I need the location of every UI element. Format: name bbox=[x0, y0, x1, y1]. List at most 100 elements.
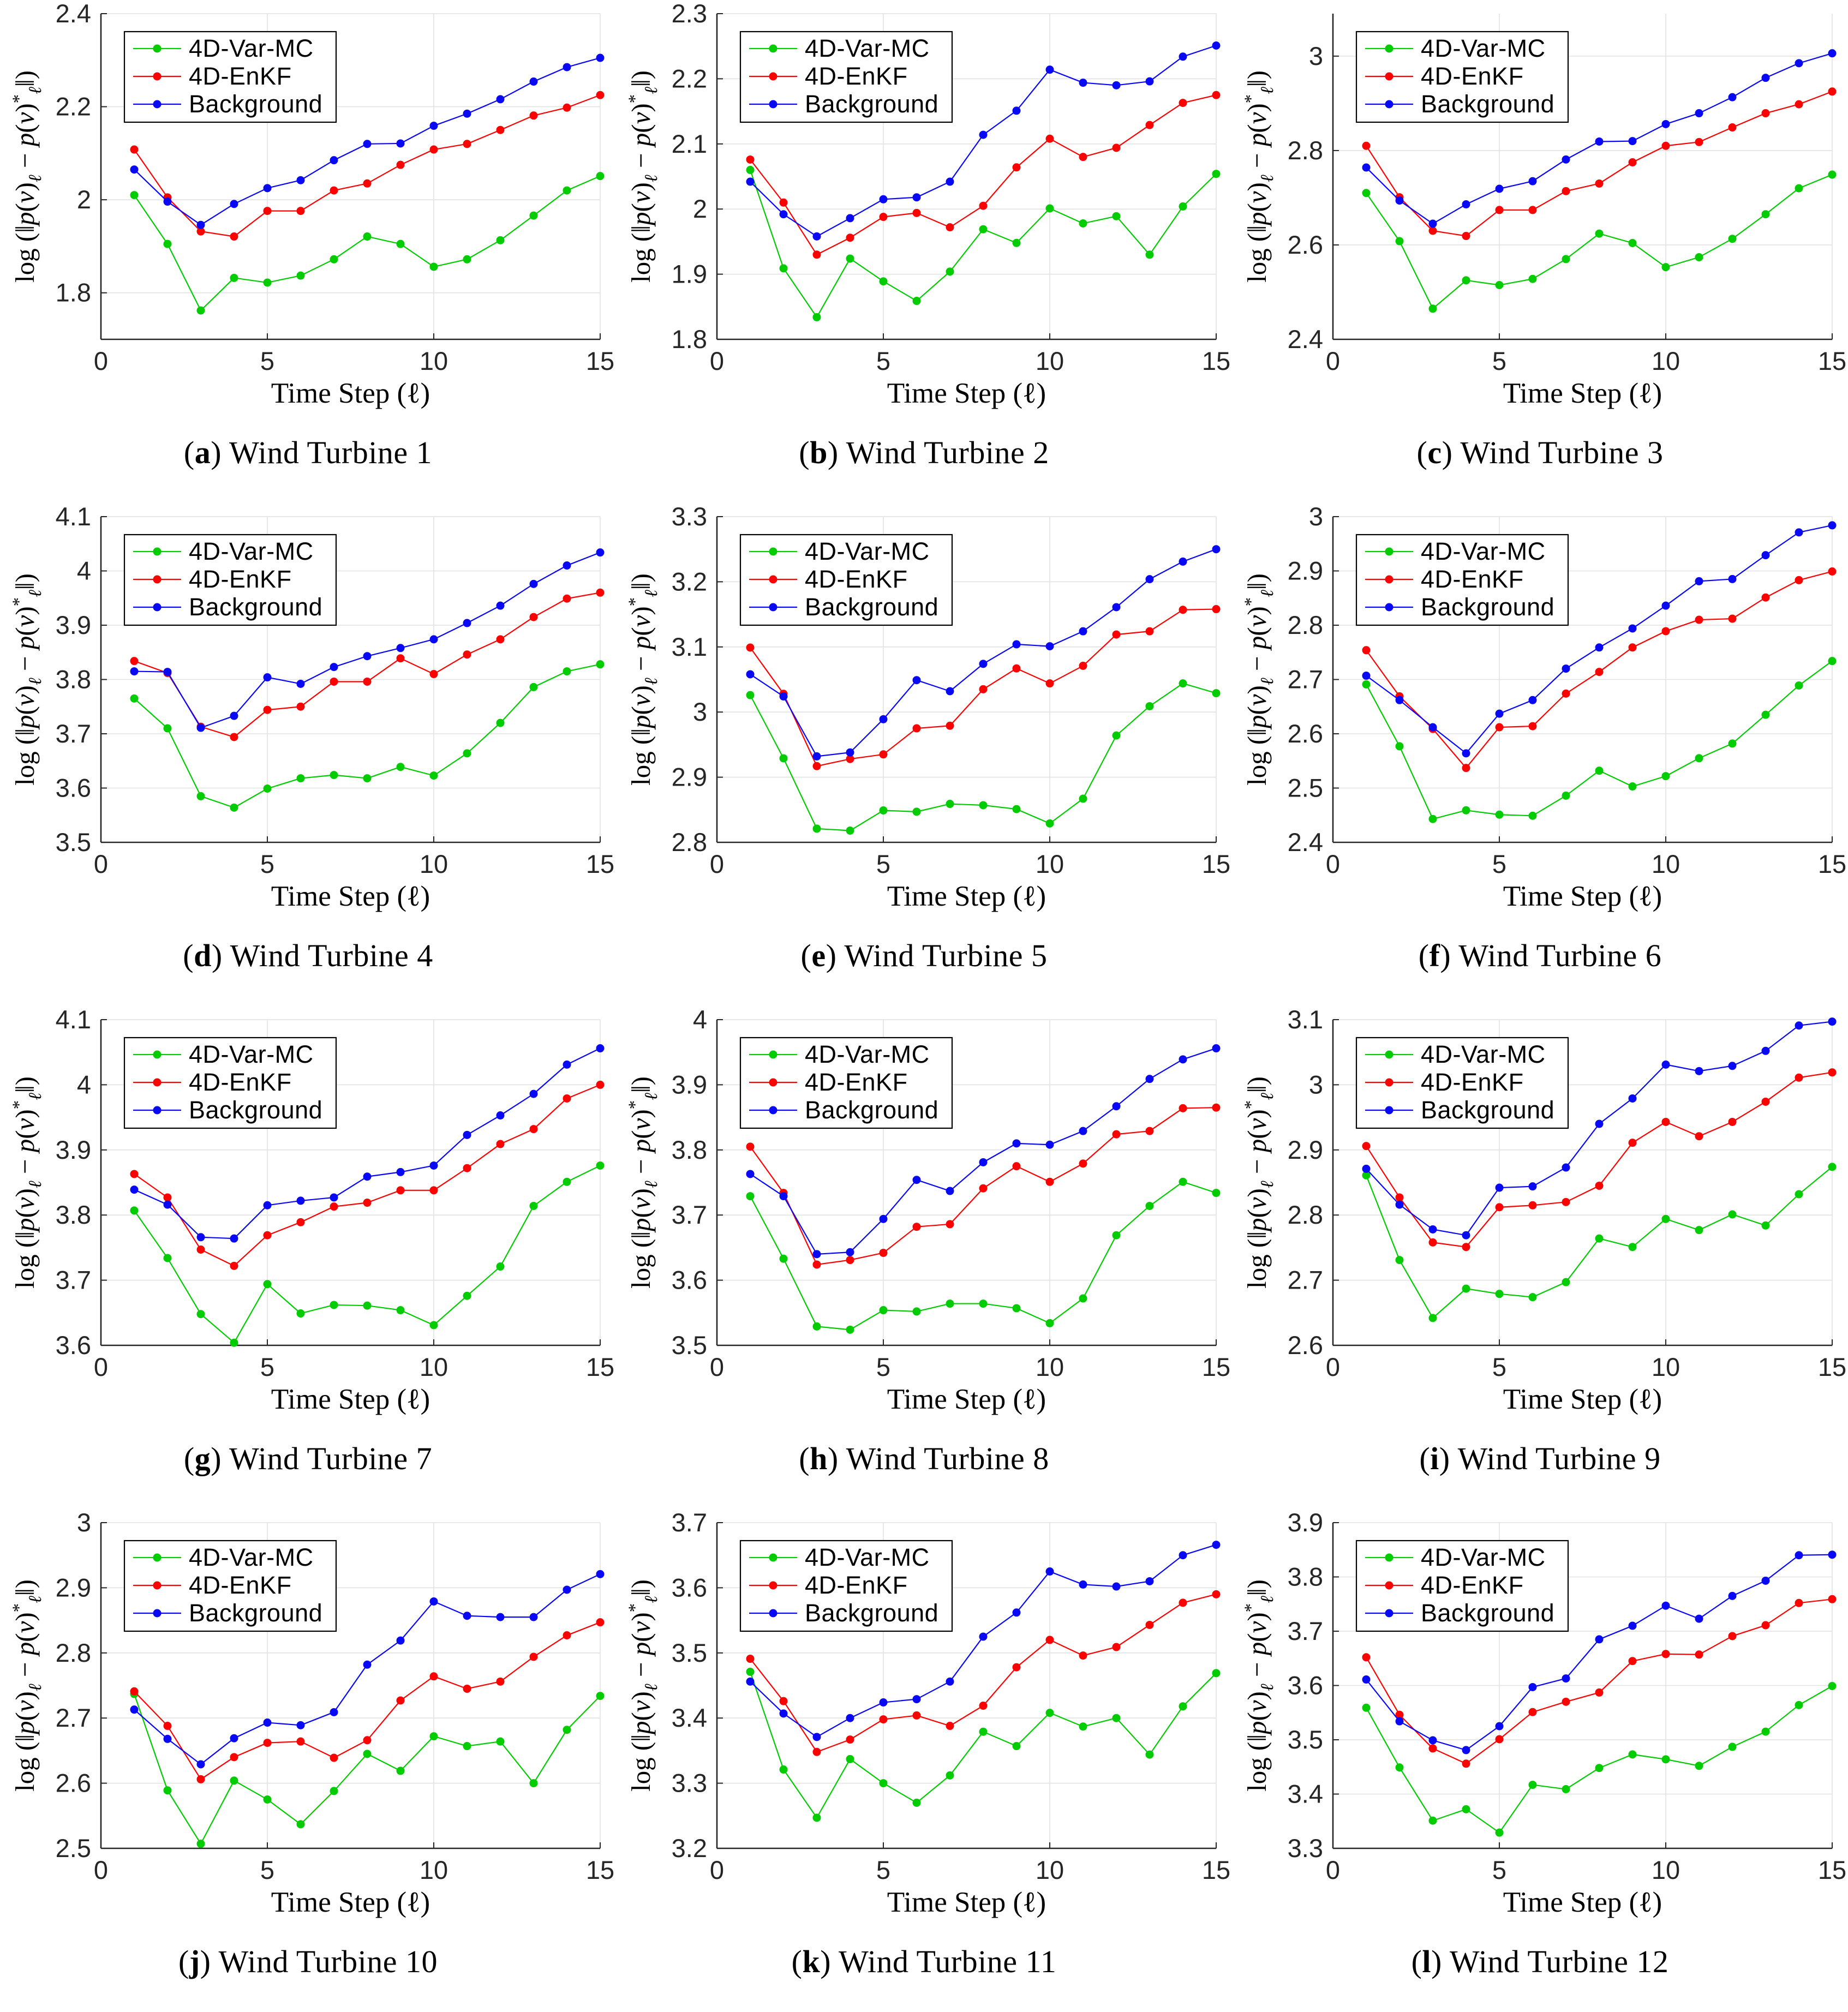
series-background bbox=[1362, 521, 1837, 758]
data-point bbox=[1695, 754, 1703, 763]
data-point bbox=[263, 1201, 272, 1209]
caption-paren-open: ( bbox=[1419, 1441, 1431, 1476]
data-point bbox=[1528, 696, 1537, 704]
data-point bbox=[1045, 65, 1054, 74]
data-point bbox=[263, 1231, 272, 1239]
data-point bbox=[1828, 1550, 1837, 1559]
data-point bbox=[1362, 163, 1371, 172]
chart-canvas-d: 0 5 10 15 3.5 3.6 3.7 3.8 3.9 4 4.1 4D-Var-MC4D-EnK… bbox=[9, 503, 614, 912]
data-point bbox=[812, 250, 821, 259]
series-background-markers bbox=[130, 1044, 605, 1243]
data-point bbox=[130, 1185, 139, 1194]
data-point bbox=[1462, 806, 1470, 815]
data-point bbox=[130, 165, 139, 174]
data-point bbox=[946, 721, 954, 730]
y-tick-label-3.8: 3.8 bbox=[56, 665, 91, 694]
data-point bbox=[1212, 1103, 1221, 1112]
series-background-markers bbox=[1362, 521, 1837, 758]
data-point bbox=[296, 1820, 305, 1829]
data-point bbox=[263, 184, 272, 193]
data-point bbox=[1628, 158, 1637, 167]
legend-sample-marker-4d-var-mc bbox=[153, 44, 162, 53]
legend-label-background: Background bbox=[805, 1599, 938, 1627]
data-point bbox=[130, 1206, 139, 1215]
x-axis-label: Time Step (ℓ) bbox=[1503, 1384, 1662, 1415]
caption-title: Wind Turbine 3 bbox=[1460, 435, 1664, 470]
data-point bbox=[1628, 1094, 1637, 1103]
data-point bbox=[296, 1196, 305, 1205]
data-point bbox=[1012, 106, 1021, 115]
y-tick-label-3.6: 3.6 bbox=[672, 1573, 707, 1602]
y-tick-label-4: 4 bbox=[77, 556, 91, 585]
caption-paren-open: ( bbox=[183, 1441, 195, 1476]
data-point bbox=[1495, 810, 1504, 819]
data-point bbox=[296, 679, 305, 688]
legend-label-4d-var-mc: 4D-Var-MC bbox=[1421, 1543, 1546, 1571]
data-point bbox=[1179, 52, 1187, 61]
data-point bbox=[779, 692, 788, 701]
y-tick-label-4.1: 4.1 bbox=[56, 1006, 91, 1034]
data-point bbox=[396, 1167, 405, 1176]
data-point bbox=[1695, 1067, 1703, 1075]
data-point bbox=[163, 1254, 172, 1262]
data-point bbox=[1428, 1238, 1437, 1247]
y-tick-label-2.9: 2.9 bbox=[672, 763, 707, 792]
data-point bbox=[1045, 134, 1054, 143]
y-axis-label: log (‖p(v)ℓ − p(v)*ℓ‖) bbox=[625, 573, 661, 786]
y-tick-label-3.6: 3.6 bbox=[56, 1331, 91, 1360]
data-point bbox=[330, 663, 338, 672]
legend-sample-marker-4d-enkf bbox=[1385, 575, 1394, 584]
data-point bbox=[496, 1677, 505, 1686]
data-point bbox=[596, 91, 605, 99]
data-point bbox=[1362, 1675, 1371, 1684]
subplot-d: 0 5 10 15 3.5 3.6 3.7 3.8 3.9 4 4.1 4D-Var-MC 4D-EnK… bbox=[0, 503, 616, 1006]
tick-labels: 0 5 10 15 2.6 2.7 2.8 2.9 3 3.1 bbox=[1288, 1006, 1846, 1381]
y-tick-label-3.1: 3.1 bbox=[1288, 1006, 1323, 1034]
data-point bbox=[130, 694, 139, 703]
data-point bbox=[1395, 1200, 1404, 1209]
caption-letter: i bbox=[1430, 1441, 1439, 1476]
data-point bbox=[1362, 1142, 1371, 1151]
data-point bbox=[230, 273, 238, 282]
x-tick-label-0: 0 bbox=[94, 1352, 108, 1381]
data-point bbox=[263, 1718, 272, 1727]
data-point bbox=[1112, 1643, 1121, 1651]
data-point bbox=[263, 705, 272, 714]
data-point bbox=[979, 1300, 988, 1308]
y-tick-label-2.8: 2.8 bbox=[1288, 1200, 1323, 1229]
data-point bbox=[1495, 1722, 1504, 1730]
y-tick-label-2: 2 bbox=[693, 194, 707, 223]
data-point bbox=[1828, 521, 1837, 530]
caption-title: Wind Turbine 7 bbox=[229, 1441, 433, 1476]
x-tick-label-0: 0 bbox=[710, 849, 724, 878]
data-point bbox=[1695, 1650, 1703, 1659]
data-point bbox=[1112, 1130, 1121, 1139]
y-tick-label-3.9: 3.9 bbox=[56, 610, 91, 639]
data-point bbox=[1595, 1764, 1604, 1773]
legend-label-background: Background bbox=[1421, 593, 1554, 621]
data-point bbox=[879, 1214, 888, 1223]
y-tick-label-2.5: 2.5 bbox=[56, 1834, 91, 1863]
data-point bbox=[1145, 77, 1154, 86]
legend-sample-marker-4d-var-mc bbox=[769, 1553, 778, 1562]
series-4d-var-mc-markers bbox=[130, 1161, 605, 1347]
data-point bbox=[1212, 1590, 1221, 1598]
y-axis-label: log (‖p(v)ℓ − p(v)*ℓ‖) bbox=[9, 70, 45, 283]
x-tick-label-15: 15 bbox=[1818, 1352, 1846, 1381]
subplot-a: 0 5 10 15 1.8 2 2.2 2.4 4D-Var-MC 4D-EnKF Backgrou… bbox=[0, 0, 616, 503]
data-point bbox=[1079, 1127, 1087, 1135]
x-tick-label-0: 0 bbox=[710, 1855, 724, 1884]
data-point bbox=[1112, 1714, 1121, 1722]
data-point bbox=[1661, 263, 1670, 272]
subplot-e: 0 5 10 15 2.8 2.9 3 3.1 3.2 3.3 4D-Var-MC 4D-EnKF Ba… bbox=[616, 503, 1232, 1006]
y-tick-label-3.2: 3.2 bbox=[672, 567, 707, 596]
legend-sample-marker-background bbox=[1385, 1106, 1394, 1115]
data-point bbox=[130, 667, 139, 676]
y-axis-label: log (‖p(v)ℓ − p(v)*ℓ‖) bbox=[1241, 1076, 1277, 1289]
chart-canvas-k: 0 5 10 15 3.2 3.3 3.4 3.5 3.6 3.7 4D-Var-MC4D-EnKF… bbox=[625, 1509, 1230, 1918]
chart-canvas-c: 0 5 10 15 2.4 2.6 2.8 3 4D-Var-MC4D-EnKFBackgrou… bbox=[1241, 14, 1846, 409]
data-point bbox=[1012, 1139, 1021, 1148]
data-point bbox=[879, 715, 888, 723]
series-4d-var-mc-markers bbox=[1362, 1681, 1837, 1837]
